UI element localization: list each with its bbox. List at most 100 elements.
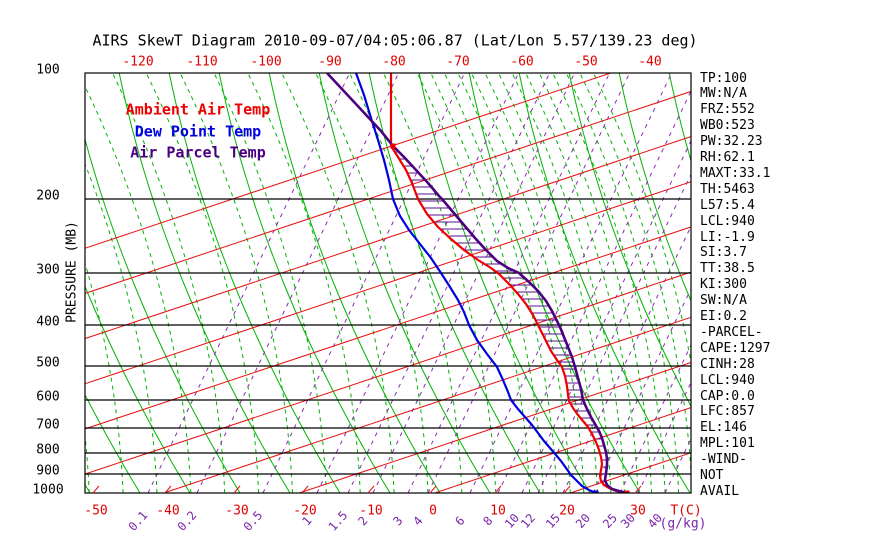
top-temp-label: -70: [446, 54, 470, 70]
moist-adiabat-line: [552, 73, 666, 493]
moist-adiabat-line: [213, 73, 327, 493]
stat-line: TP:100: [700, 70, 747, 86]
dry-adiabat-line: [568, 73, 691, 408]
stat-line: SW:N/A: [700, 293, 747, 309]
isotherm-line: [85, 136, 691, 340]
page-title: AIRS SkewT Diagram 2010-09-07/04:05:06.8…: [92, 31, 698, 50]
top-temp-label: -100: [250, 54, 282, 70]
stat-line: KI:300: [700, 277, 747, 293]
top-temp-label: -60: [510, 54, 534, 70]
mixing-ratio-line: [372, 73, 576, 493]
top-temp-label: -40: [638, 54, 662, 70]
isotherm-line: [85, 226, 691, 430]
moist-adiabat-line: [592, 73, 691, 365]
stat-line: LCL:940: [700, 372, 755, 388]
pressure-tick-label: 1000: [32, 482, 64, 498]
stat-line: L57:5.4: [700, 197, 755, 213]
plot-frame: [84, 72, 692, 494]
stat-line: WB0:523: [700, 118, 755, 134]
dry-adiabat-line: [418, 73, 591, 493]
bottom-temp-tick: [494, 485, 502, 494]
mixing-ratio-line: [262, 73, 466, 493]
bottom-temp-tick: [367, 485, 375, 494]
bottom-temp-tick: [301, 485, 309, 494]
moist-adiabat-line: [511, 73, 625, 493]
bottom-temp-tick: [634, 485, 642, 494]
stat-line: PW:32.23: [700, 134, 763, 150]
moist-adiabat-line: [85, 85, 192, 493]
stat-line: CINH:28: [700, 356, 755, 372]
dew-point-temp-curve: [354, 73, 597, 493]
mixing-ratio-line: [469, 73, 673, 493]
mixing-ratio-line: [407, 73, 611, 493]
curve-marker: [624, 490, 630, 493]
moist-adiabat-line: [525, 73, 639, 493]
stat-line: LI:-1.9: [700, 229, 755, 245]
pressure-tick-label: 400: [36, 314, 60, 330]
moist-adiabat-line: [498, 73, 612, 493]
mixing-ratio-line: [521, 139, 691, 493]
legend-item-ambient-air-temp: Ambient Air Temp: [125, 100, 271, 119]
dry-adiabat-line: [268, 73, 441, 493]
legend-item-air-parcel-temp: Air Parcel Temp: [130, 143, 266, 162]
temp-unit-label: T(C): [670, 503, 702, 519]
stat-line: MAXT:33.1: [700, 165, 771, 181]
dry-adiabat-line: [85, 285, 191, 493]
dry-adiabat-line: [85, 393, 141, 493]
pressure-tick-label: 100: [36, 62, 60, 78]
dry-adiabat-line: [168, 73, 341, 493]
plot-background: [85, 73, 691, 493]
stat-line: NOT: [700, 468, 724, 483]
top-temp-label: -90: [318, 54, 342, 70]
pressure-axis-label: PRESSURE (MB): [64, 221, 80, 323]
moist-adiabat-line: [281, 73, 395, 493]
isotherm-line: [85, 271, 691, 475]
mixing-ratio-line: [664, 437, 691, 493]
bottom-temp-tick: [164, 485, 172, 494]
stat-line: AVAIL: [700, 483, 740, 499]
mixing-unit-label: (g/kg): [659, 516, 707, 532]
isotherm-line: [434, 407, 691, 493]
moist-adiabat-line: [579, 73, 691, 480]
mixing-ratio-line: [347, 73, 551, 493]
bottom-temp-label: 10: [490, 503, 506, 519]
stat-line: MPL:101: [700, 436, 755, 452]
moist-adiabat-line: [538, 73, 653, 493]
bottom-temp-tick: [92, 485, 100, 494]
moist-adiabat-line: [457, 73, 571, 493]
pressure-tick-label: 900: [36, 463, 60, 479]
bottom-temp-label: 20: [559, 503, 575, 519]
pressure-tick-label: 800: [36, 442, 60, 458]
stat-line: LFC:857: [700, 404, 755, 420]
dry-adiabat-line: [85, 137, 241, 493]
stat-line: LCL:940: [700, 213, 755, 229]
moist-adiabat-line: [179, 73, 293, 493]
mixing-ratio-line: [316, 73, 520, 493]
bottom-temp-label: -50: [84, 503, 108, 519]
isotherm-line: [85, 90, 691, 294]
top-temp-label: -50: [574, 54, 598, 70]
bottom-temp-label: 30: [630, 503, 646, 519]
pressure-tick-label: 600: [36, 389, 60, 405]
moist-adiabat-line: [382, 73, 497, 493]
isotherm-line: [85, 181, 691, 385]
pressure-tick-label: 300: [36, 262, 60, 278]
stat-line: CAPE:1297: [700, 340, 771, 356]
dry-adiabat-line: [668, 73, 691, 163]
moist-adiabat-line: [145, 73, 260, 493]
stat-line: RH:62.1: [700, 150, 755, 165]
moist-adiabat-line: [111, 73, 226, 493]
moist-adiabat-line: [247, 73, 361, 493]
bottom-temp-label: -30: [225, 503, 249, 519]
mixing-ratio-line: [497, 89, 691, 493]
air-parcel-temp-curve: [326, 73, 628, 493]
pressure-tick-label: 500: [36, 355, 60, 371]
stat-line: -WIND-: [700, 452, 747, 468]
moist-adiabat-line: [443, 73, 558, 493]
bottom-temp-tick: [429, 485, 437, 494]
bottom-temp-label: -20: [293, 503, 317, 519]
bottom-temp-tick: [233, 485, 241, 494]
pressure-tick-label: 200: [36, 188, 60, 204]
isotherm-line: [85, 73, 611, 249]
